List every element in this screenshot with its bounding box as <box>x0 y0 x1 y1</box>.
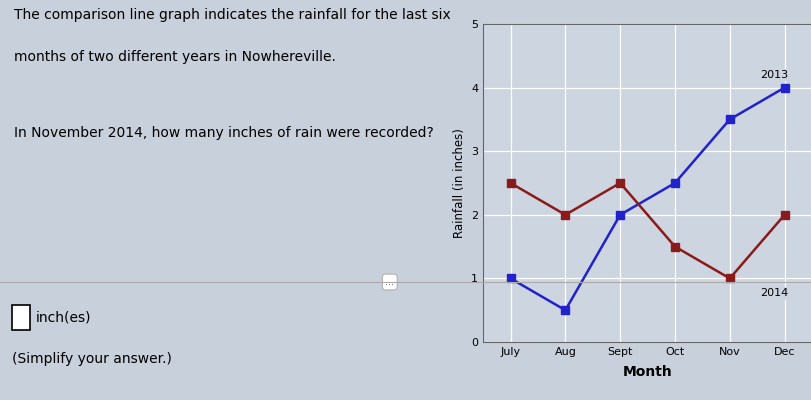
Text: The comparison line graph indicates the rainfall for the last six: The comparison line graph indicates the … <box>14 8 450 22</box>
Text: (Simplify your answer.): (Simplify your answer.) <box>12 352 171 366</box>
Text: ...: ... <box>384 277 394 287</box>
Text: 2014: 2014 <box>759 288 787 298</box>
Text: inch(es): inch(es) <box>36 310 91 324</box>
Text: months of two different years in Nowhereville.: months of two different years in Nowhere… <box>14 50 336 64</box>
Y-axis label: Rainfall (in inches): Rainfall (in inches) <box>452 128 465 238</box>
Text: 2013: 2013 <box>759 70 787 80</box>
Text: In November 2014, how many inches of rain were recorded?: In November 2014, how many inches of rai… <box>14 126 433 140</box>
X-axis label: Month: Month <box>622 365 672 379</box>
FancyBboxPatch shape <box>12 305 30 330</box>
